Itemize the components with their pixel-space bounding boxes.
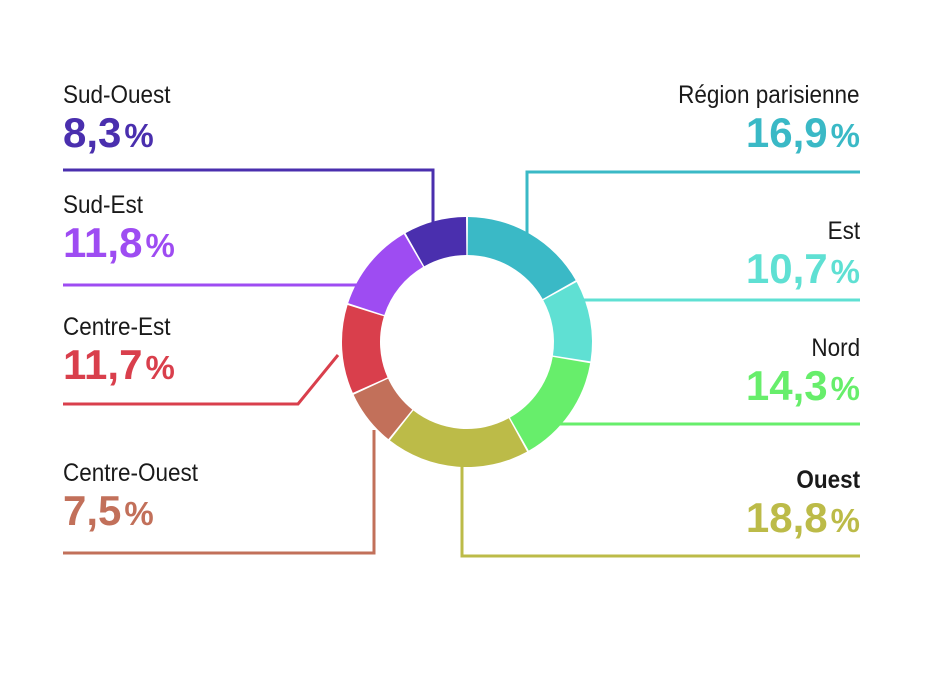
leader-line-sud-ouest <box>63 168 435 230</box>
slice-value: 8,3% <box>63 110 183 159</box>
slice-name: Est <box>827 217 860 245</box>
slice-est <box>543 281 592 362</box>
label-est: Est 10,7% <box>746 216 860 295</box>
leader-line-centre-ouest <box>63 430 376 555</box>
slice-value-number: 16,9 <box>745 109 828 156</box>
leader-line-ouest <box>460 462 860 558</box>
percent-sign: % <box>830 117 860 154</box>
percent-sign: % <box>124 495 154 532</box>
percent-sign: % <box>830 253 860 290</box>
slice-value-number: 7,5 <box>63 487 122 534</box>
slice-value: 16,9% <box>658 110 860 159</box>
label-sud-est: Sud-Est 11,8% <box>63 190 175 269</box>
percent-sign: % <box>124 117 154 154</box>
leader-line-r-gion-parisienne <box>525 170 860 240</box>
slice-r-gion-parisienne <box>467 217 576 300</box>
label-nord: Nord 14,3% <box>746 333 860 412</box>
slice-name: Sud-Est <box>63 191 144 219</box>
slice-name: Région parisienne <box>678 81 860 109</box>
slice-nord <box>509 356 591 451</box>
slice-value: 14,3% <box>746 363 860 412</box>
slice-sud-ouest <box>405 217 467 267</box>
slice-value: 10,7% <box>746 246 860 295</box>
slice-value-number: 11,7 <box>63 341 143 388</box>
slice-centre-ouest <box>353 378 413 440</box>
percent-sign: % <box>145 349 175 386</box>
label-centre-ouest: Centre-Ouest 7,5% <box>63 458 213 537</box>
slice-value-number: 14,3 <box>745 362 828 409</box>
percent-sign: % <box>830 502 860 539</box>
slice-name: Ouest <box>796 466 860 494</box>
slice-name: Sud-Ouest <box>63 81 171 109</box>
slice-value: 11,7% <box>63 342 182 391</box>
slice-name: Nord <box>811 334 860 362</box>
label-sud-ouest: Sud-Ouest 8,3% <box>63 80 183 159</box>
slice-value-number: 10,7 <box>745 245 828 292</box>
slice-value-number: 8,3 <box>63 109 122 156</box>
leader-line-centre-est <box>63 354 340 406</box>
slice-value: 11,8% <box>63 220 175 269</box>
slice-centre-est <box>342 305 388 393</box>
leader-lines <box>63 168 860 558</box>
slice-value: 7,5% <box>63 488 213 537</box>
slice-ouest <box>389 410 528 468</box>
slice-value: 18,8% <box>746 495 860 544</box>
label-centre-est: Centre-Est 11,7% <box>63 312 182 391</box>
percent-sign: % <box>830 370 860 407</box>
label-ouest: Ouest 18,8% <box>746 465 860 544</box>
slice-name: Centre-Est <box>63 313 171 341</box>
slice-value-number: 18,8 <box>745 494 828 541</box>
slice-sud-est <box>348 234 424 315</box>
label-r-gion-parisienne: Région parisienne 16,9% <box>658 80 860 159</box>
slice-name: Centre-Ouest <box>63 459 199 487</box>
donut-slices <box>342 217 592 468</box>
percent-sign: % <box>145 227 175 264</box>
slice-value-number: 11,8 <box>63 219 143 266</box>
